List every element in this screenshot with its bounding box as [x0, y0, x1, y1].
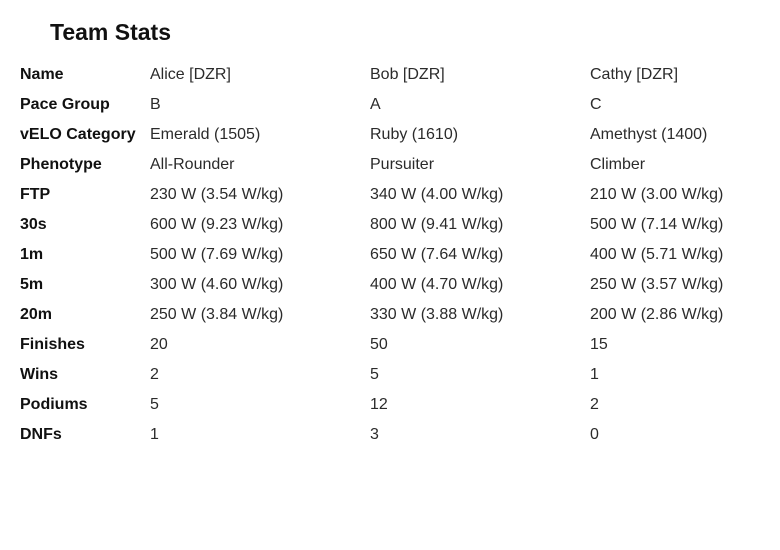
stat-value: 2 — [590, 396, 599, 413]
stat-row: Name Alice [DZR] Bob [DZR] Cathy [DZR] — [20, 60, 770, 90]
stat-value: 3 — [370, 426, 379, 443]
stat-value: Amethyst (1400) — [590, 126, 708, 143]
stat-value: 500 W (7.69 W/kg) — [150, 246, 284, 263]
stat-value: 5 — [370, 366, 379, 383]
stat-value: 400 W (5.71 W/kg) — [590, 246, 724, 263]
stat-label: Finishes — [20, 336, 85, 353]
stat-row: Podiums 5 12 2 — [20, 390, 770, 420]
stat-row: Finishes 20 50 15 — [20, 330, 770, 360]
stat-value: 250 W (3.57 W/kg) — [590, 276, 724, 293]
stat-value: Bob [DZR] — [370, 66, 445, 83]
stat-label: FTP — [20, 186, 51, 203]
stat-value: 2 — [150, 366, 159, 383]
stat-row: FTP 230 W (3.54 W/kg) 340 W (4.00 W/kg) 210… — [20, 180, 770, 210]
stat-value: 200 W (2.86 W/kg) — [590, 306, 724, 323]
stat-value: 230 W (3.54 W/kg) — [150, 186, 284, 203]
stat-value: Ruby (1610) — [370, 126, 459, 143]
stat-value: 15 — [590, 336, 608, 353]
stat-value: Climber — [590, 156, 646, 173]
stat-value: A — [370, 96, 381, 113]
stat-value: 50 — [370, 336, 388, 353]
stat-row: Phenotype All-Rounder Pursuiter Climber — [20, 150, 770, 180]
stat-label: vELO Category — [20, 126, 136, 143]
stat-value: 12 — [370, 396, 388, 413]
stat-label: Name — [20, 66, 64, 83]
stat-label: Podiums — [20, 396, 88, 413]
stat-row: 1m 500 W (7.69 W/kg) 650 W (7.64 W/kg) 400 … — [20, 240, 770, 270]
stat-value: Cathy [DZR] — [590, 66, 679, 83]
stat-value: 400 W (4.70 W/kg) — [370, 276, 504, 293]
stat-value: 250 W (3.84 W/kg) — [150, 306, 284, 323]
stat-row: 20m 250 W (3.84 W/kg) 330 W (3.88 W/kg) 200… — [20, 300, 770, 330]
stat-value: 800 W (9.41 W/kg) — [370, 216, 504, 233]
stat-row: Pace Group B A C — [20, 90, 770, 120]
stat-value: 300 W (4.60 W/kg) — [150, 276, 284, 293]
stat-value: 330 W (3.88 W/kg) — [370, 306, 504, 323]
stat-value: B — [150, 96, 161, 113]
stat-label: Pace Group — [20, 96, 110, 113]
stat-label: 5m — [20, 276, 44, 293]
stat-value: 0 — [590, 426, 599, 443]
stat-label: 20m — [20, 306, 53, 323]
stat-row: 5m 300 W (4.60 W/kg) 400 W (4.70 W/kg) 250 … — [20, 270, 770, 300]
stat-row: Wins 2 5 1 — [20, 360, 770, 390]
stat-value: 600 W (9.23 W/kg) — [150, 216, 284, 233]
stat-row: vELO Category Emerald (1505) Ruby (1610) Am… — [20, 120, 770, 150]
team-stats-table: Name Alice [DZR] Bob [DZR] Cathy [DZR] Pace … — [20, 60, 770, 450]
stat-value: All-Rounder — [150, 156, 235, 173]
stat-value: 20 — [150, 336, 168, 353]
page-title: Team Stats — [50, 19, 172, 45]
stat-label: DNFs — [20, 426, 62, 443]
stat-value: 500 W (7.14 W/kg) — [590, 216, 724, 233]
stat-label: 30s — [20, 216, 47, 233]
stat-value: Alice [DZR] — [150, 66, 231, 83]
team-stats-body: Name Alice [DZR] Bob [DZR] Cathy [DZR] Pace … — [20, 60, 770, 450]
stat-value: 1 — [150, 426, 159, 443]
stat-value: 1 — [590, 366, 599, 383]
stat-value: 5 — [150, 396, 159, 413]
stat-value: Emerald (1505) — [150, 126, 261, 143]
stat-value: C — [590, 96, 602, 113]
stat-label: Wins — [20, 366, 59, 383]
stat-value: 650 W (7.64 W/kg) — [370, 246, 504, 263]
stat-label: Phenotype — [20, 156, 102, 173]
stat-value: Pursuiter — [370, 156, 435, 173]
stat-row: DNFs 1 3 0 — [20, 420, 770, 450]
stat-value: 210 W (3.00 W/kg) — [590, 186, 724, 203]
stat-label: 1m — [20, 246, 44, 263]
stat-value: 340 W (4.00 W/kg) — [370, 186, 504, 203]
stat-row: 30s 600 W (9.23 W/kg) 800 W (9.41 W/kg) 500… — [20, 210, 770, 240]
